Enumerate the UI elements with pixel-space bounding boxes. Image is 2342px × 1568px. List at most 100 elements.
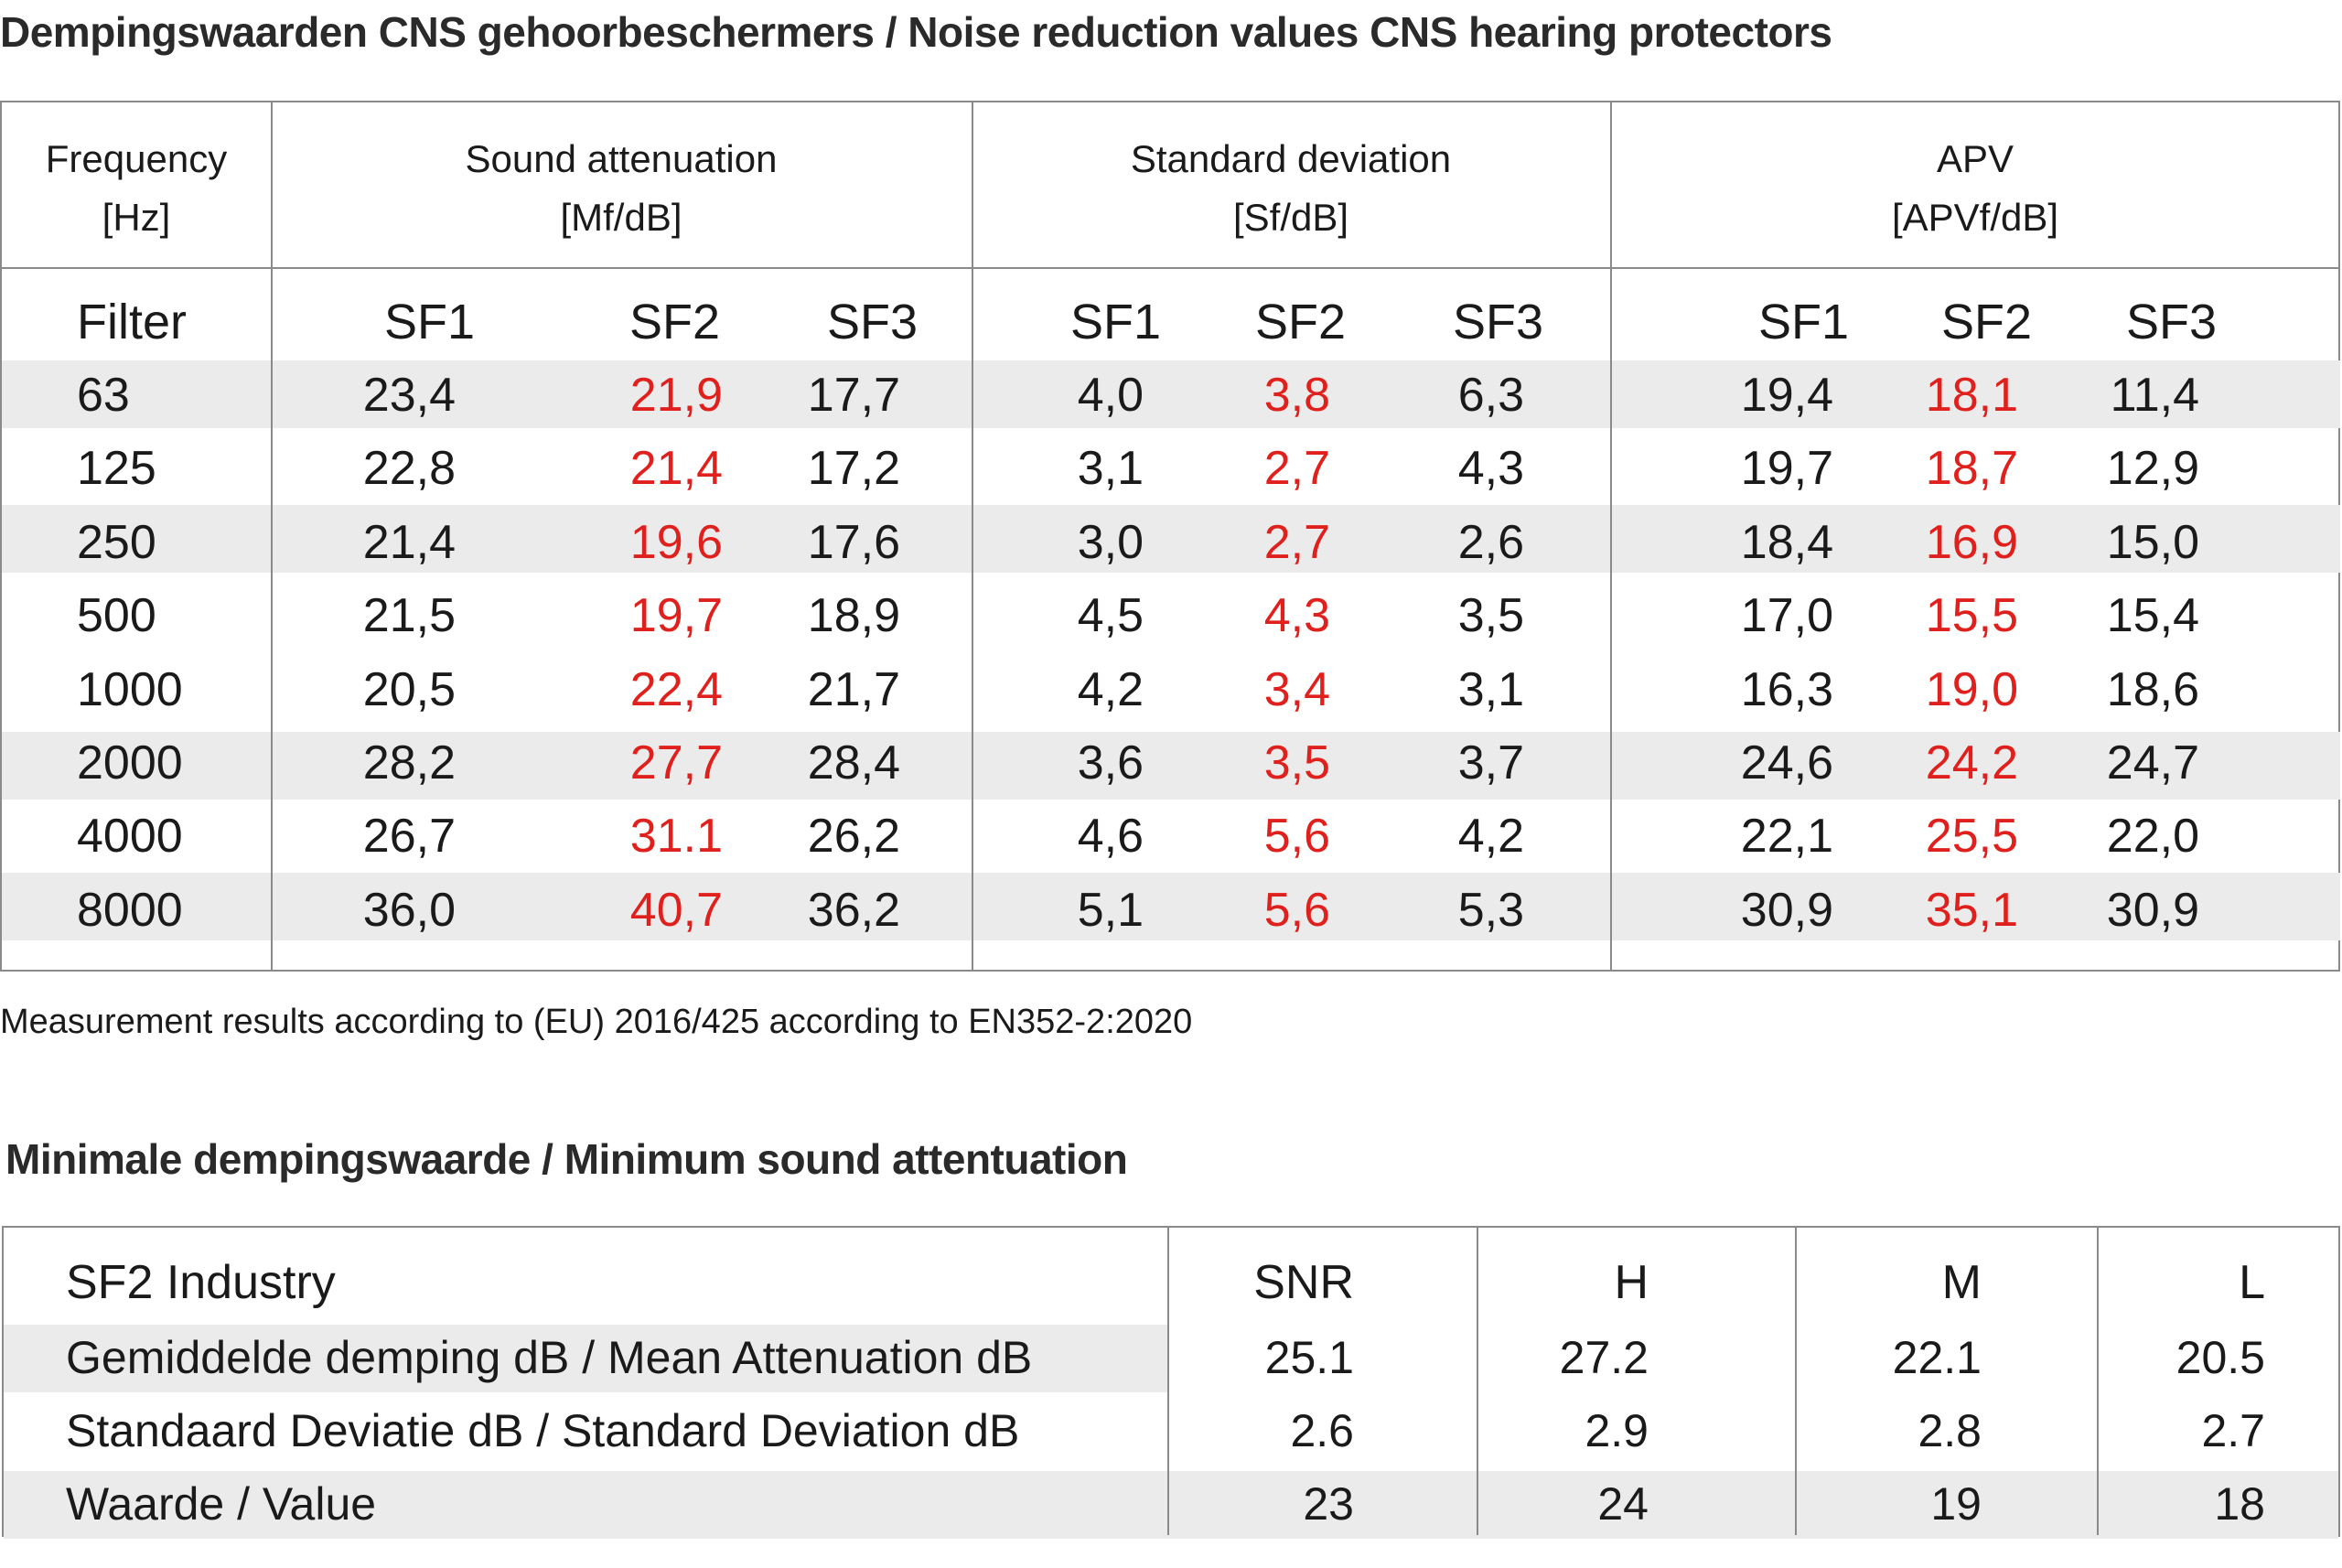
column-divider	[271, 102, 273, 970]
row-stripe	[2, 732, 2340, 800]
attenuation-sf3-cell: 17,6	[807, 516, 900, 569]
deviation-sf3-cell: 6,3	[1457, 369, 1524, 422]
attenuation-sf1-cell: 21,5	[362, 589, 456, 642]
deviation-sf1-cell: 3,6	[1077, 736, 1144, 789]
apv-sf1-cell: 19,7	[1740, 442, 1833, 495]
deviation-header: Standard deviation [Sf/dB]	[972, 102, 1610, 267]
apv-header-unit: [APVf/dB]	[1891, 196, 2059, 239]
apv-sf1-cell: 22,1	[1740, 810, 1833, 863]
apv-sf1-cell: 17,0	[1740, 589, 1833, 642]
attenuation-sf3-cell: 17,2	[807, 442, 900, 495]
frequency-header-label: Frequency	[45, 137, 228, 180]
deviation-sf2-cell: 5,6	[1263, 884, 1330, 937]
attenuation-sf1-cell: 21,4	[362, 516, 456, 569]
attenuation-sf2-cell: 40,7	[629, 884, 723, 937]
h-value-cell: 27.2	[1559, 1332, 1649, 1383]
header-divider	[2, 267, 2338, 269]
apv-sf2-label: SF2	[1941, 295, 2033, 349]
attenuation-sf3-cell: 21,7	[807, 663, 900, 716]
snr-value-cell: 2.6	[1290, 1405, 1354, 1456]
attenuation-sf1-cell: 22,8	[362, 442, 456, 495]
deviation-sf3-cell: 2,6	[1457, 516, 1524, 569]
row-stripe	[4, 1471, 2338, 1539]
deviation-sf3-cell: 5,3	[1457, 884, 1524, 937]
deviation-sf3-cell: 3,5	[1457, 589, 1524, 642]
apv-sf1-label: SF1	[1758, 295, 1850, 349]
frequency-cell: 1000	[77, 663, 183, 716]
deviation-sf2-cell: 2,7	[1263, 516, 1330, 569]
apv-sf3-cell: 30,9	[2106, 884, 2199, 937]
footnote: Measurement results according to (EU) 20…	[0, 1003, 1193, 1041]
column-divider	[1477, 1228, 1478, 1535]
row-label: Standaard Deviatie dB / Standard Deviati…	[66, 1405, 1020, 1456]
frequency-cell: 500	[77, 589, 156, 642]
deviation-sf2-cell: 2,7	[1263, 442, 1330, 495]
deviation-sf1-cell: 3,0	[1077, 516, 1144, 569]
row-label: Waarde / Value	[66, 1478, 377, 1530]
page-title: Dempingswaarden CNS gehoorbeschermers / …	[0, 8, 1832, 56]
attenuation-sf2-cell: 21,4	[629, 442, 723, 495]
dev-sf1-label: SF1	[1070, 295, 1162, 349]
apv-sf2-cell: 16,9	[1925, 516, 2018, 569]
attenuation-sf2-cell: 27,7	[629, 736, 723, 789]
minimum-attenuation-table: SF2 Industry SNR H M L Gemiddelde dempin…	[2, 1226, 2340, 1539]
frequency-cell: 8000	[77, 884, 183, 937]
deviation-sf1-cell: 5,1	[1077, 884, 1144, 937]
apv-sf2-cell: 15,5	[1925, 589, 2018, 642]
apv-sf2-cell: 18,7	[1925, 442, 2018, 495]
apv-sf1-cell: 24,6	[1740, 736, 1833, 789]
row-label: Gemiddelde demping dB / Mean Attenuation…	[66, 1332, 1033, 1383]
deviation-sf2-cell: 3,4	[1263, 663, 1330, 716]
row-stripe	[2, 505, 2340, 573]
m-value-cell: 2.8	[1918, 1405, 1982, 1456]
deviation-sf3-cell: 3,7	[1457, 736, 1524, 789]
frequency-cell: 63	[77, 369, 130, 422]
deviation-sf1-cell: 4,2	[1077, 663, 1144, 716]
apv-sf1-cell: 16,3	[1740, 663, 1833, 716]
deviation-sf2-cell: 3,8	[1263, 369, 1330, 422]
apv-sf2-cell: 24,2	[1925, 736, 2018, 789]
apv-sf1-cell: 18,4	[1740, 516, 1833, 569]
deviation-sf2-cell: 4,3	[1263, 589, 1330, 642]
deviation-sf2-cell: 3,5	[1263, 736, 1330, 789]
dev-sf2-label: SF2	[1255, 295, 1347, 349]
col-header-h: H	[1614, 1256, 1649, 1309]
apv-sf3-cell: 18,6	[2106, 663, 2199, 716]
dev-sf3-label: SF3	[1453, 295, 1544, 349]
deviation-header-label: Standard deviation	[1130, 137, 1452, 180]
snr-value-cell: 25.1	[1264, 1332, 1354, 1383]
frequency-cell: 4000	[77, 810, 183, 863]
attenuation-sf1-cell: 36,0	[362, 884, 456, 937]
apv-sf3-cell: 11,4	[2110, 369, 2199, 422]
attenuation-sf2-cell: 19,7	[629, 589, 723, 642]
frequency-cell: 250	[77, 516, 156, 569]
deviation-sf1-cell: 3,1	[1077, 442, 1144, 495]
l-value-cell: 2.7	[2201, 1405, 2265, 1456]
deviation-sf1-cell: 4,6	[1077, 810, 1144, 863]
column-divider	[1795, 1228, 1797, 1535]
row-stripe	[2, 873, 2340, 940]
apv-sf3-cell: 15,4	[2106, 589, 2199, 642]
deviation-sf1-cell: 4,0	[1077, 369, 1144, 422]
deviation-sf3-cell: 4,2	[1457, 810, 1524, 863]
deviation-sf3-cell: 4,3	[1457, 442, 1524, 495]
m-value-cell: 22.1	[1892, 1332, 1982, 1383]
attenuation-header: Sound attenuation [Mf/dB]	[271, 102, 972, 267]
column-divider	[972, 102, 973, 970]
col-header-m: M	[1941, 1256, 1982, 1309]
att-sf3-label: SF3	[827, 295, 919, 349]
apv-sf3-cell: 24,7	[2106, 736, 2199, 789]
attenuation-header-unit: [Mf/dB]	[560, 196, 682, 239]
att-sf1-label: SF1	[384, 295, 476, 349]
frequency-cell: 125	[77, 442, 156, 495]
apv-sf3-label: SF3	[2126, 295, 2218, 349]
attenuation-sf3-cell: 28,4	[807, 736, 900, 789]
h-value-cell: 24	[1597, 1478, 1649, 1530]
apv-sf1-cell: 30,9	[1740, 884, 1833, 937]
apv-sf2-cell: 35,1	[1925, 884, 2018, 937]
attenuation-sf1-cell: 26,7	[362, 810, 456, 863]
col-header-l: L	[2239, 1256, 2265, 1309]
deviation-sf3-cell: 3,1	[1457, 663, 1524, 716]
attenuation-sf1-cell: 20,5	[362, 663, 456, 716]
attenuation-sf3-cell: 17,7	[807, 369, 900, 422]
